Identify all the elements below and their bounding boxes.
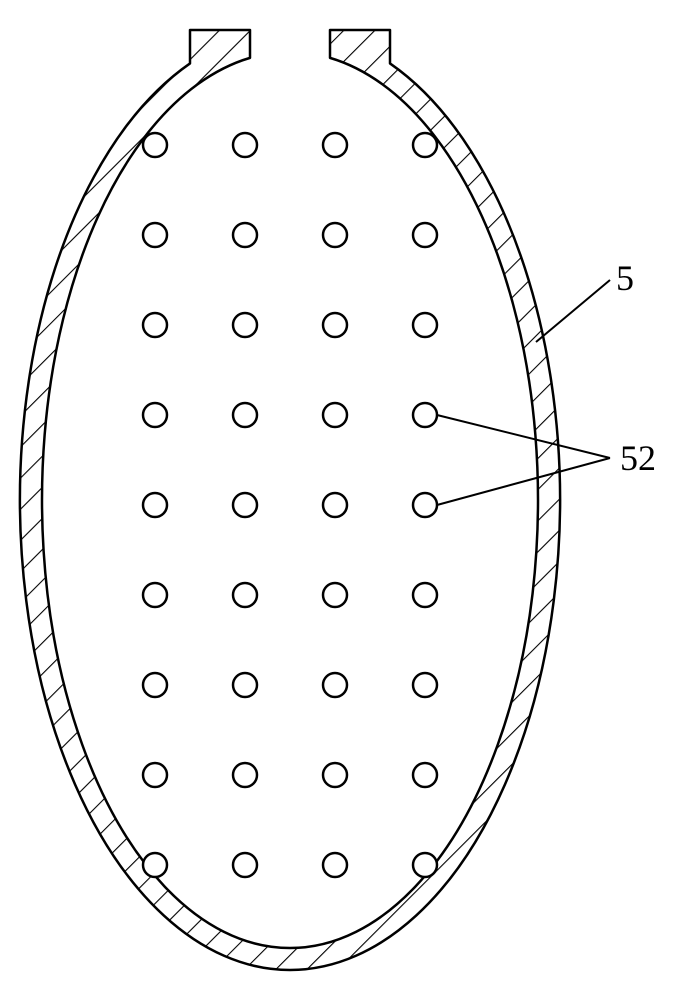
- hole: [233, 493, 257, 517]
- hole: [143, 853, 167, 877]
- hole: [233, 223, 257, 247]
- callout-label-52: 52: [620, 438, 656, 478]
- hole: [233, 133, 257, 157]
- hole: [413, 673, 437, 697]
- hole: [413, 853, 437, 877]
- hole: [143, 403, 167, 427]
- leader-line: [437, 458, 610, 505]
- hole: [143, 493, 167, 517]
- hole: [233, 403, 257, 427]
- vessel-wall-hatch: [20, 30, 560, 970]
- callout-label-5: 5: [616, 258, 634, 298]
- hole: [233, 853, 257, 877]
- hole: [413, 493, 437, 517]
- leader-line: [536, 280, 610, 342]
- hole: [323, 223, 347, 247]
- hole: [233, 763, 257, 787]
- hole: [413, 313, 437, 337]
- hole: [323, 493, 347, 517]
- hole: [413, 403, 437, 427]
- hole: [233, 673, 257, 697]
- hole: [413, 583, 437, 607]
- hole: [233, 313, 257, 337]
- hole: [323, 133, 347, 157]
- hole: [143, 763, 167, 787]
- leader-line: [437, 415, 610, 458]
- hole: [323, 853, 347, 877]
- hole: [323, 763, 347, 787]
- hole: [143, 133, 167, 157]
- hole: [143, 583, 167, 607]
- hole: [323, 673, 347, 697]
- hole: [323, 403, 347, 427]
- hole: [143, 673, 167, 697]
- hole: [323, 313, 347, 337]
- hole: [143, 223, 167, 247]
- hole: [233, 583, 257, 607]
- hole: [143, 313, 167, 337]
- hole: [413, 133, 437, 157]
- hole: [323, 583, 347, 607]
- hole: [413, 763, 437, 787]
- hole: [413, 223, 437, 247]
